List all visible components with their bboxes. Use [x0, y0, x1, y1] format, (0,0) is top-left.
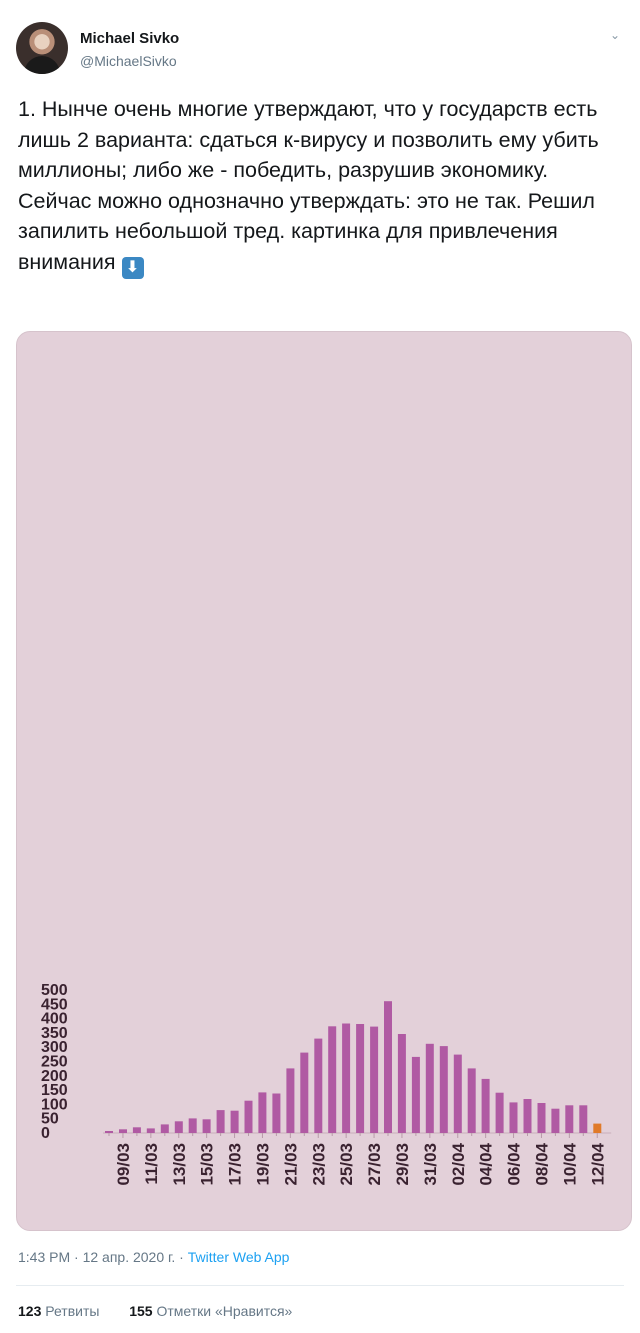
- y-tick-label-10: 500: [41, 982, 68, 999]
- bar-06-04: [509, 1102, 518, 1133]
- x-tick-label-31-03: 31/03: [421, 1143, 440, 1186]
- x-tick-label-17-03: 17/03: [226, 1143, 245, 1186]
- bar-28-03: [384, 1001, 392, 1133]
- bar-02-04: [453, 1054, 462, 1133]
- likes-label[interactable]: Отметки «Нравится»: [156, 1303, 293, 1319]
- x-tick-label-19-03: 19/03: [253, 1143, 272, 1186]
- y-tick-label-4: 200: [41, 1068, 68, 1085]
- bar-05-04: [495, 1092, 504, 1133]
- tweet-paragraph-2-text: Сейчас можно однозначно утверждать: это …: [18, 188, 595, 274]
- divider: [16, 1285, 624, 1286]
- bar-30-03: [411, 1056, 420, 1133]
- y-tick-label-3: 150: [41, 1082, 68, 1099]
- x-tick-label-04-04: 04/04: [477, 1142, 496, 1185]
- retweets-label[interactable]: Ретвиты: [45, 1303, 100, 1319]
- tweet-paragraph-1: 1. Нынче очень многие утверждают, что у …: [18, 97, 599, 182]
- bar-03-04: [467, 1068, 476, 1133]
- bar-24-03: [328, 1026, 337, 1133]
- bar-13-03: [174, 1121, 183, 1133]
- bar-11-04: [579, 1105, 588, 1133]
- y-tick-label-5: 250: [41, 1054, 68, 1071]
- x-tick-label-29-03: 29/03: [393, 1143, 412, 1186]
- x-tick-label-15-03: 15/03: [198, 1143, 217, 1186]
- x-tick-label-02-04: 02/04: [449, 1142, 468, 1185]
- bar-09-04: [551, 1108, 560, 1133]
- y-tick-label-6: 300: [41, 1039, 68, 1056]
- bar-01-04: [439, 1046, 448, 1133]
- y-tick-label-1: 50: [41, 1111, 59, 1128]
- bar-08-04: [537, 1103, 546, 1133]
- source-app-link[interactable]: Twitter Web App: [187, 1249, 290, 1265]
- author-name[interactable]: Michael Sivko: [80, 30, 180, 47]
- chevron-down-icon[interactable]: ⌄: [609, 28, 620, 42]
- x-tick-label-23-03: 23/03: [309, 1143, 328, 1186]
- bar-12-03: [160, 1124, 169, 1133]
- bar-12-04: [593, 1123, 602, 1133]
- y-tick-label-2: 100: [41, 1096, 68, 1113]
- avatar[interactable]: [16, 22, 68, 74]
- bar-14-03: [188, 1118, 197, 1133]
- bar-27-03: [370, 1026, 379, 1133]
- x-tick-label-13-03: 13/03: [170, 1143, 189, 1186]
- bar-19-03: [258, 1092, 267, 1133]
- bar-16-03: [216, 1110, 225, 1133]
- bar-31-03: [425, 1043, 434, 1133]
- tweet-header: Michael Sivko @MichaelSivko ⌄: [16, 22, 624, 78]
- down-arrow-emoji-icon: ⬇: [121, 256, 144, 279]
- tweet-paragraph-2: Сейчас можно однозначно утверждать: это …: [18, 186, 630, 279]
- x-tick-label-21-03: 21/03: [281, 1143, 300, 1186]
- x-tick-label-25-03: 25/03: [337, 1143, 356, 1186]
- x-tick-label-27-03: 27/03: [365, 1143, 384, 1186]
- bar-10-04: [565, 1105, 574, 1133]
- bar-09-03: [119, 1129, 127, 1133]
- retweets-count[interactable]: 123: [18, 1303, 42, 1319]
- x-tick-label-06-04: 06/04: [505, 1142, 524, 1185]
- tweet-text: 1. Нынче очень многие утверждают, что у …: [18, 94, 630, 279]
- x-tick-label-11-03: 11/03: [142, 1143, 161, 1185]
- tweet-timestamp: 1:43 PM · 12 апр. 2020 г. · Twitter Web …: [18, 1249, 289, 1265]
- bar-23-03: [314, 1038, 323, 1133]
- bar-11-03: [146, 1128, 155, 1133]
- y-tick-label-8: 400: [41, 1011, 68, 1028]
- bar-20-03: [272, 1093, 281, 1133]
- tweet-stats: 123 Ретвиты 155 Отметки «Нравится»: [18, 1303, 292, 1319]
- y-tick-label-7: 350: [41, 1025, 68, 1042]
- likes-count[interactable]: 155: [129, 1303, 153, 1319]
- y-tick-label-9: 450: [41, 996, 68, 1013]
- x-tick-label-09-03: 09/03: [114, 1143, 133, 1186]
- bar-10-03: [132, 1127, 141, 1133]
- tweet-media-chart[interactable]: 0 50 100 150 200 250 300 350 400 450 500 09/03 11/03…: [16, 331, 632, 1231]
- bar-22-03: [300, 1052, 309, 1133]
- bar-18-03: [244, 1100, 253, 1133]
- bar-04-04: [481, 1078, 490, 1133]
- bar-07-04: [523, 1099, 532, 1133]
- bar-15-03: [202, 1119, 211, 1133]
- bar-29-03: [397, 1034, 406, 1133]
- bar-17-03: [230, 1110, 239, 1133]
- bar-25-03: [342, 1023, 351, 1133]
- author-handle[interactable]: @MichaelSivko: [80, 53, 177, 69]
- y-tick-label-0: 0: [41, 1125, 50, 1142]
- x-tick-label-10-04: 10/04: [560, 1142, 579, 1185]
- timestamp-text[interactable]: 1:43 PM · 12 апр. 2020 г. ·: [18, 1249, 188, 1265]
- bar-26-03: [356, 1024, 365, 1133]
- x-tick-label-12-04: 12/04: [588, 1142, 607, 1185]
- bar-21-03: [286, 1068, 295, 1133]
- x-tick-label-08-04: 08/04: [532, 1142, 551, 1185]
- bar-08-03: [105, 1131, 113, 1133]
